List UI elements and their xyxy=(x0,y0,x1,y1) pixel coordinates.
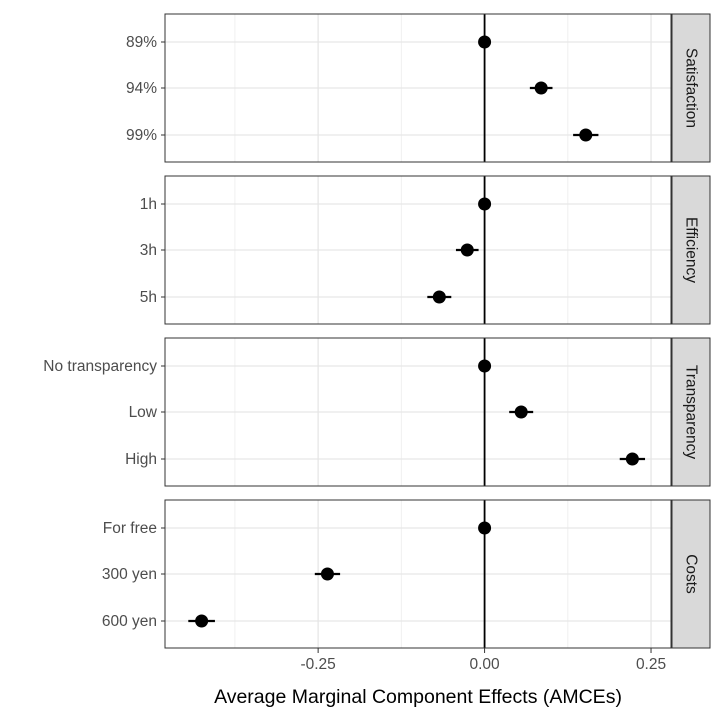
y-tick-label: 3h xyxy=(140,242,157,259)
data-point xyxy=(478,35,492,49)
x-tick-label: 0.25 xyxy=(636,656,666,673)
y-tick-label: 5h xyxy=(140,289,157,306)
y-tick-label: Low xyxy=(129,404,158,421)
facet-strip xyxy=(671,13,711,163)
y-tick-label: 99% xyxy=(126,127,157,144)
y-tick-label: 94% xyxy=(126,80,157,97)
data-point xyxy=(579,128,593,142)
data-point xyxy=(514,405,528,419)
x-axis-title: Average Marginal Component Effects (AMCE… xyxy=(214,686,622,708)
facet-strip-label: Satisfaction xyxy=(683,48,700,128)
facet-strip xyxy=(671,175,711,325)
panel-border xyxy=(164,13,672,163)
facet-strip-label: Efficiency xyxy=(683,217,700,283)
y-tick-label: 600 yen xyxy=(102,613,157,630)
y-tick-label: No transparency xyxy=(43,358,157,375)
data-point xyxy=(432,290,446,304)
y-tick-label: 1h xyxy=(140,196,157,213)
facet-strip-label: Costs xyxy=(683,554,700,594)
facet-strip-label: Transparency xyxy=(683,365,700,459)
y-tick-label: 89% xyxy=(126,34,157,51)
facet-strip xyxy=(671,499,711,649)
x-tick-label: 0.00 xyxy=(469,656,500,673)
panel-border xyxy=(164,337,672,487)
data-point xyxy=(478,521,492,535)
y-tick-label: High xyxy=(125,451,157,468)
data-point xyxy=(195,614,209,628)
data-point xyxy=(534,81,548,95)
y-tick-label: For free xyxy=(103,520,157,537)
data-point xyxy=(460,243,474,257)
panel-border xyxy=(164,175,672,325)
facet-strip xyxy=(671,337,711,487)
data-point xyxy=(478,197,492,211)
x-tick-label: -0.25 xyxy=(300,656,335,673)
data-point xyxy=(320,567,334,581)
y-tick-label: 300 yen xyxy=(102,566,157,583)
data-point xyxy=(625,452,639,466)
data-point xyxy=(478,359,492,373)
panel-border xyxy=(164,499,672,649)
